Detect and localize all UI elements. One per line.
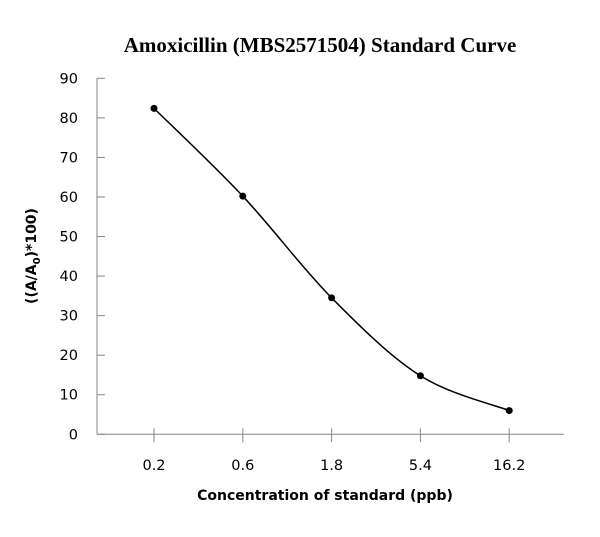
x-tick-label: 0.6 xyxy=(231,458,254,474)
y-tick-label: 0 xyxy=(69,427,78,443)
y-tick-label: 80 xyxy=(60,111,78,127)
y-axis-label-prefix: ((A/A xyxy=(24,264,40,304)
y-axis-label-suffix: )*100) xyxy=(24,208,40,257)
y-tick-label: 20 xyxy=(60,348,78,364)
y-tick-label: 50 xyxy=(60,230,78,246)
y-tick-label: 70 xyxy=(60,150,78,166)
y-axis-label-subscript: 0 xyxy=(32,257,43,264)
data-point xyxy=(328,294,336,302)
y-tick-label: 30 xyxy=(60,309,78,325)
x-tick-label: 1.8 xyxy=(320,458,343,474)
y-tick-label: 10 xyxy=(60,388,78,404)
x-tick-label: 16.2 xyxy=(493,458,525,474)
y-tick-label: 60 xyxy=(60,190,78,206)
data-point xyxy=(416,372,424,380)
x-tick-label: 5.4 xyxy=(409,458,432,474)
y-tick-label: 40 xyxy=(60,269,78,285)
data-point xyxy=(505,407,513,415)
y-axis-label: ((A/A0)*100) xyxy=(24,208,43,304)
x-axis-label: Concentration of standard (ppb) xyxy=(197,488,453,504)
y-tick-label: 90 xyxy=(60,71,78,87)
chart-title: Amoxicillin (MBS2571504) Standard Curve xyxy=(124,33,517,57)
x-tick-label: 0.2 xyxy=(142,458,165,474)
data-point xyxy=(239,192,247,200)
data-point xyxy=(150,104,158,112)
series-line xyxy=(153,107,510,412)
